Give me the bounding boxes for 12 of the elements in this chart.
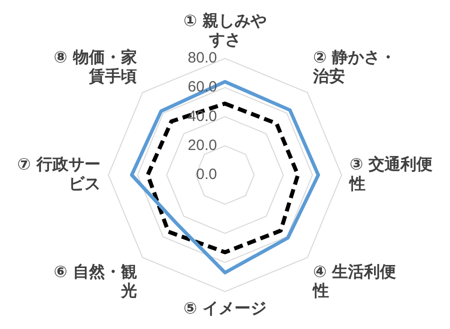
spoke-label: ⑧ 物価・家賃手頃 <box>54 47 137 86</box>
spoke-label: ⑥ 自然・観光 <box>54 262 137 300</box>
spoke-label: ② 静かさ・治安 <box>312 47 396 86</box>
y-tick-label: 20.0 <box>188 136 217 154</box>
spoke-label: ⑤ イメージ <box>183 298 267 318</box>
y-tick-label: 80.0 <box>188 50 217 67</box>
spoke-label: ③ 交通利便性 <box>348 154 433 193</box>
spoke-label: ① 親しみやすさ <box>183 10 267 49</box>
spoke-label: ⑦ 行政サービス <box>17 154 100 193</box>
y-tick-label: 40.0 <box>188 108 217 125</box>
y-tick-label: 0.0 <box>196 166 217 184</box>
spoke-label: ④ 生活利便性 <box>312 262 396 300</box>
